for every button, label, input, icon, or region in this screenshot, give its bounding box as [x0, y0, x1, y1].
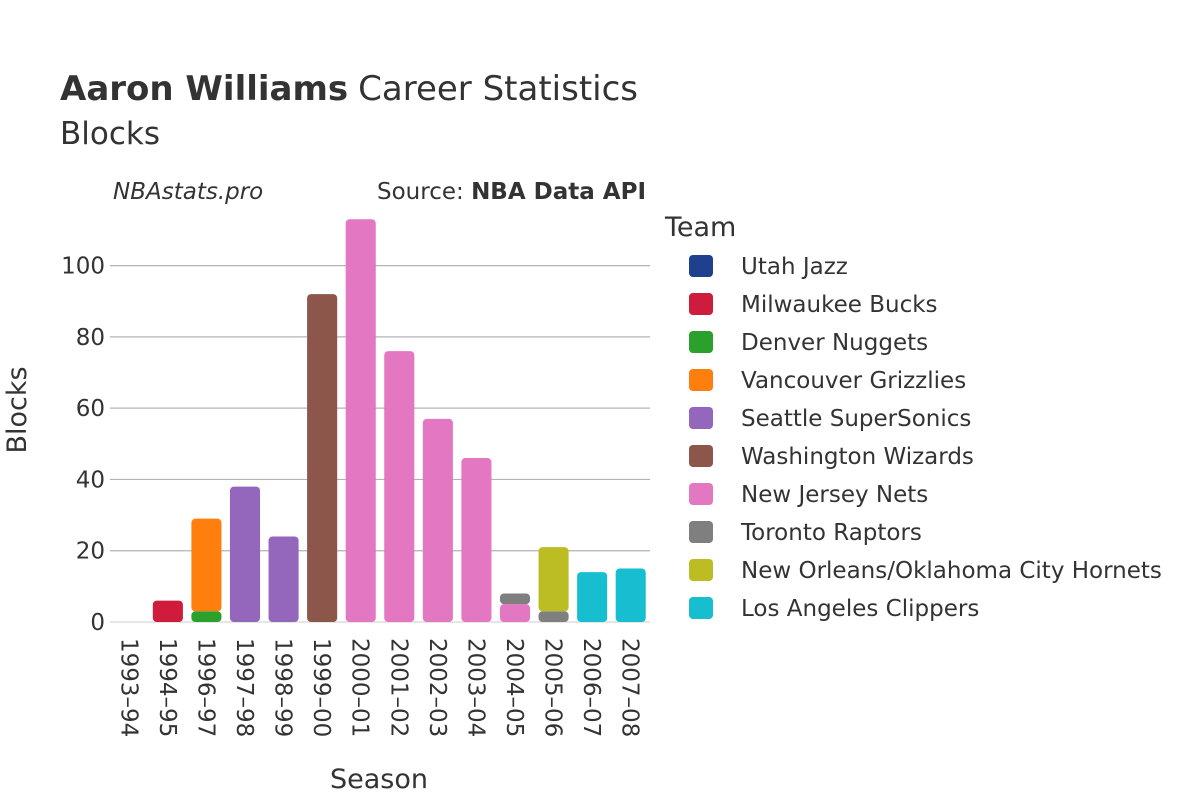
legend-item-label: Vancouver Grizzlies: [741, 368, 966, 394]
bar-segment: [345, 219, 376, 622]
player-name: Aaron Williams: [60, 69, 348, 109]
title-rest: Career Statistics: [358, 69, 638, 109]
x-axis-ticks: 1993–94 1994–95 1996–97 1997–98 1998–99 1999–…: [115, 638, 642, 737]
source-prefix: Source:: [377, 179, 471, 205]
legend-title: Team: [664, 212, 736, 243]
bar-segment: [422, 418, 453, 622]
legend-item-label: Utah Jazz: [741, 254, 848, 280]
x-tick-label: 2006–07: [578, 638, 604, 737]
x-tick-label: 2005–06: [540, 638, 566, 737]
legend-swatch: [689, 559, 713, 581]
y-tick-label: 0: [90, 610, 105, 636]
x-tick-label: 2003–04: [462, 638, 488, 737]
bar-segment: [229, 486, 261, 622]
bar-segment: [152, 600, 183, 622]
bar-segment: [191, 518, 222, 612]
y-tick-label: 60: [76, 396, 105, 422]
x-tick-label: 1996–97: [192, 638, 218, 737]
x-tick-label: 1998–99: [270, 638, 296, 737]
x-axis-title: Season: [330, 764, 428, 795]
legend-swatch: [689, 331, 713, 353]
bar-segment: [384, 351, 415, 622]
y-tick-label: 80: [76, 325, 105, 351]
source-credit: Source: NBA Data API: [377, 179, 646, 205]
bar-segment: [307, 294, 338, 622]
x-tick-label: 2004–05: [501, 638, 527, 737]
bar-segment: [461, 458, 492, 622]
bar-segment: [538, 611, 569, 622]
x-tick-label: 2002–03: [424, 638, 450, 737]
x-tick-label: 1997–98: [231, 638, 257, 737]
bar-segment: [191, 611, 222, 622]
x-tick-label: 1993–94: [115, 638, 141, 737]
bar-segment: [615, 568, 646, 622]
legend: Utah Jazz Milwaukee Bucks Denver Nuggets Va…: [689, 254, 1162, 622]
x-tick-label: 1994–95: [154, 638, 180, 737]
bar-segment: [268, 536, 299, 622]
legend-item-label: New Orleans/Oklahoma City Hornets: [741, 558, 1162, 584]
y-axis-title: Blocks: [2, 366, 33, 453]
bar-segment: [577, 572, 608, 622]
legend-item-label: Los Angeles Clippers: [741, 596, 979, 622]
legend-item-label: Toronto Raptors: [740, 520, 922, 546]
x-tick-label: 2001–02: [385, 638, 411, 737]
legend-swatch: [689, 255, 713, 277]
legend-swatch: [689, 521, 713, 543]
x-tick-label: 2007–08: [617, 638, 643, 737]
legend-item-label: Denver Nuggets: [741, 330, 928, 356]
chart-subtitle: Blocks: [60, 116, 160, 152]
gridlines: [110, 264, 650, 623]
legend-swatch: [689, 369, 713, 391]
bar-segment: [499, 604, 531, 622]
chart-title: Aaron Williams Career Statistics: [60, 69, 638, 109]
bar-segment: [538, 547, 569, 612]
legend-swatch: [689, 597, 713, 619]
y-tick-label: 40: [76, 467, 105, 493]
legend-item-label: Seattle SuperSonics: [741, 406, 971, 432]
legend-swatch: [689, 407, 713, 429]
y-axis-ticks: 0 20 40 60 80 100: [61, 254, 105, 636]
y-tick-label: 100: [61, 254, 105, 280]
x-tick-label: 2000–01: [347, 638, 373, 737]
source-name: NBA Data API: [471, 179, 646, 205]
x-tick-label: 1999–00: [308, 638, 334, 737]
legend-item-label: Washington Wizards: [741, 444, 974, 470]
legend-item-label: New Jersey Nets: [741, 482, 928, 508]
watermark: NBAstats.pro: [113, 179, 263, 205]
bars: [152, 219, 646, 622]
legend-swatch: [689, 293, 713, 315]
legend-swatch: [689, 483, 713, 505]
bar-segment: [499, 593, 531, 605]
legend-swatch: [689, 445, 713, 467]
y-tick-label: 20: [76, 539, 105, 565]
legend-item-label: Milwaukee Bucks: [741, 292, 938, 318]
